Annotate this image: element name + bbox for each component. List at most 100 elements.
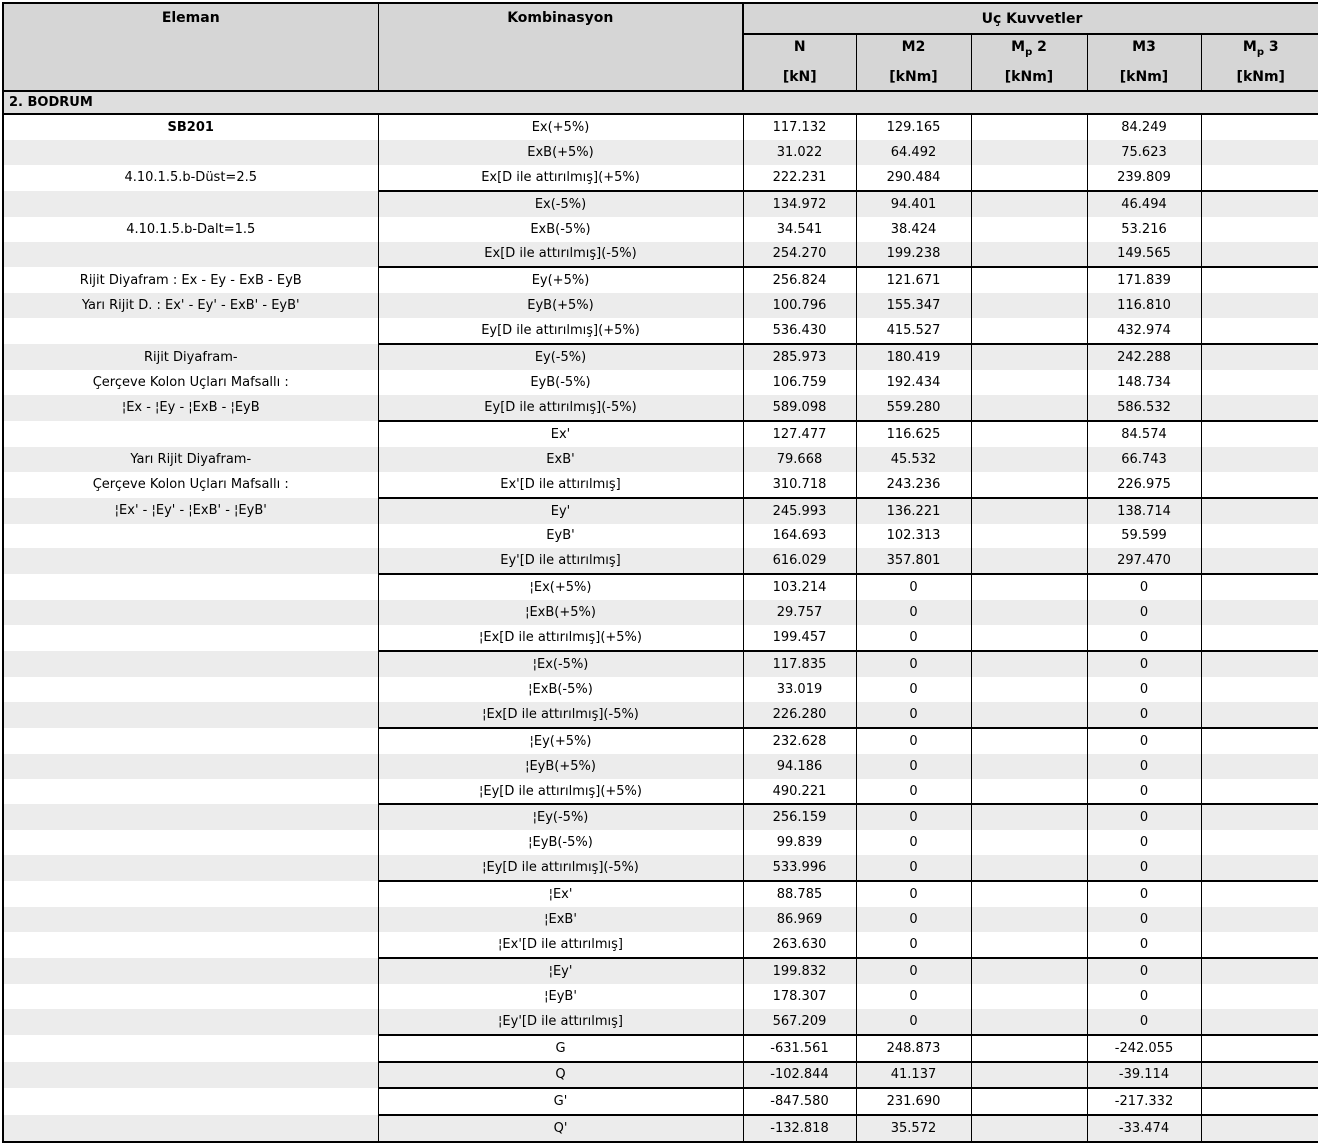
table-row: Ex[D ile attırılmış](-5%) 254.270 199.238 1… (3, 241, 1318, 269)
n-cell: 34.541 (743, 216, 857, 242)
n-cell: 245.993 (743, 497, 857, 524)
n-cell: 263.630 (743, 932, 857, 959)
mp2-cell (971, 625, 1088, 653)
table-row: G' -847.580 231.690 -217.332 (3, 1088, 1318, 1117)
n-cell: 100.796 (743, 293, 857, 319)
mp3-cell (1201, 217, 1318, 242)
mp2-cell (971, 344, 1088, 371)
m3-cell: 0 (1087, 830, 1202, 856)
col-label: N (793, 39, 806, 56)
m3-cell: 171.839 (1087, 267, 1202, 294)
n-cell: -132.818 (743, 1115, 857, 1143)
mp3-cell (1201, 625, 1318, 653)
n-cell: 199.832 (743, 957, 857, 984)
m3-cell: 0 (1087, 753, 1202, 779)
n-cell: 127.477 (743, 420, 857, 447)
m3-cell: 0 (1087, 727, 1202, 754)
kombinasyon-cell: ExB' (377, 446, 744, 472)
kombinasyon-cell: Ey[D ile attırılmış](-5%) (377, 394, 744, 422)
m3-cell: 0 (1087, 701, 1202, 729)
m3-cell: 0 (1087, 778, 1202, 806)
mp2-cell (971, 881, 1088, 908)
mp2-cell (971, 932, 1088, 959)
eleman-cell (3, 190, 378, 217)
m2-cell: 38.424 (856, 216, 972, 242)
kombinasyon-cell: EyB(-5%) (377, 370, 744, 395)
col-unit: [kNm] (1236, 68, 1285, 85)
m2-cell: 0 (856, 855, 972, 883)
kombinasyon-cell: Ex[D ile attırılmış](-5%) (377, 241, 744, 269)
mp2-cell (971, 701, 1088, 729)
mp3-cell (1201, 753, 1318, 779)
m3-cell: 0 (1087, 932, 1202, 959)
table-row: Rijit Diyafram- Ey(-5%) 285.973 180.419 242.… (3, 344, 1318, 371)
mp3-cell (1201, 1034, 1318, 1063)
m3-cell: 0 (1087, 600, 1202, 626)
m2-cell: 102.313 (856, 523, 972, 549)
m3-cell: 0 (1087, 881, 1202, 908)
mp3-cell (1201, 524, 1318, 549)
header-kombinasyon: Kombinasyon (378, 3, 744, 92)
m3-cell: 84.574 (1087, 420, 1202, 447)
n-cell: 533.996 (743, 855, 857, 883)
kombinasyon-cell: ¦Ex'[D ile attırılmış] (377, 932, 744, 959)
kombinasyon-cell: Ey'[D ile attırılmış] (377, 548, 744, 576)
mp3-cell (1201, 600, 1318, 626)
header-col-mp2: Mp 2 [kNm] (970, 34, 1087, 92)
header-eleman: Eleman (3, 3, 379, 92)
col-unit: [kNm] (889, 68, 938, 85)
col-label: M2 (901, 39, 926, 56)
n-cell: -847.580 (743, 1088, 857, 1117)
header-col-m2: M2 [kNm] (855, 34, 971, 92)
table-row: Yarı Rijit D. : Ex' - Ey' - ExB' - EyB' E… (3, 293, 1318, 319)
mp2-cell (971, 651, 1088, 677)
mp2-cell (971, 600, 1088, 626)
eleman-cell (3, 241, 378, 268)
kombinasyon-cell: ExB(-5%) (377, 216, 744, 242)
n-cell: 254.270 (743, 241, 857, 269)
kombinasyon-cell: Ex(-5%) (377, 190, 744, 217)
n-cell: 164.693 (743, 523, 857, 549)
m2-cell: 180.419 (856, 344, 972, 371)
mp3-cell (1201, 293, 1318, 319)
m2-cell: 559.280 (856, 394, 972, 422)
eleman-cell: SB201 (167, 119, 214, 135)
table-row: ¦Ex(-5%) 117.835 0 0 (3, 651, 1318, 677)
m2-cell: 0 (856, 907, 972, 932)
kombinasyon-cell: ¦EyB(-5%) (377, 830, 744, 856)
n-cell: 29.757 (743, 600, 857, 626)
mp3-cell (1201, 830, 1318, 855)
mp2-cell (971, 241, 1088, 269)
mp2-cell (971, 114, 1088, 140)
mp3-cell (1201, 267, 1318, 293)
mp2-cell (971, 983, 1088, 1009)
mp2-cell (971, 1061, 1088, 1090)
m2-cell: 0 (856, 957, 972, 984)
kombinasyon-cell: ¦Ey' (377, 957, 744, 984)
mp3-cell (1201, 1115, 1318, 1143)
n-cell: 232.628 (743, 727, 857, 754)
eleman-cell: Rijit Diyafram : Ex - Ey - ExB - EyB (79, 272, 302, 288)
col-label: M (1011, 39, 1026, 56)
kombinasyon-cell: ¦EyB(+5%) (377, 753, 744, 779)
mp2-cell (971, 471, 1088, 499)
table-row: Ex(-5%) 134.972 94.401 46.494 (3, 190, 1318, 217)
eleman-cell (3, 907, 378, 932)
kombinasyon-cell: ¦Ex[D ile attırılmış](-5%) (377, 701, 744, 729)
mp3-cell (1201, 651, 1318, 677)
mp3-cell (1201, 471, 1318, 499)
n-cell: 117.132 (743, 114, 857, 140)
n-cell: 256.159 (743, 804, 857, 831)
m3-cell: 432.974 (1087, 318, 1202, 346)
m3-cell: 0 (1087, 651, 1202, 677)
m3-cell: 46.494 (1087, 190, 1202, 217)
n-cell: 88.785 (743, 881, 857, 908)
m3-cell: 0 (1087, 625, 1202, 653)
m2-cell: 0 (856, 983, 972, 1009)
kombinasyon-cell: Ey' (377, 497, 744, 524)
m3-cell: 586.532 (1087, 394, 1202, 422)
kombinasyon-cell: ¦ExB(+5%) (377, 600, 744, 626)
m2-cell: 0 (856, 932, 972, 959)
